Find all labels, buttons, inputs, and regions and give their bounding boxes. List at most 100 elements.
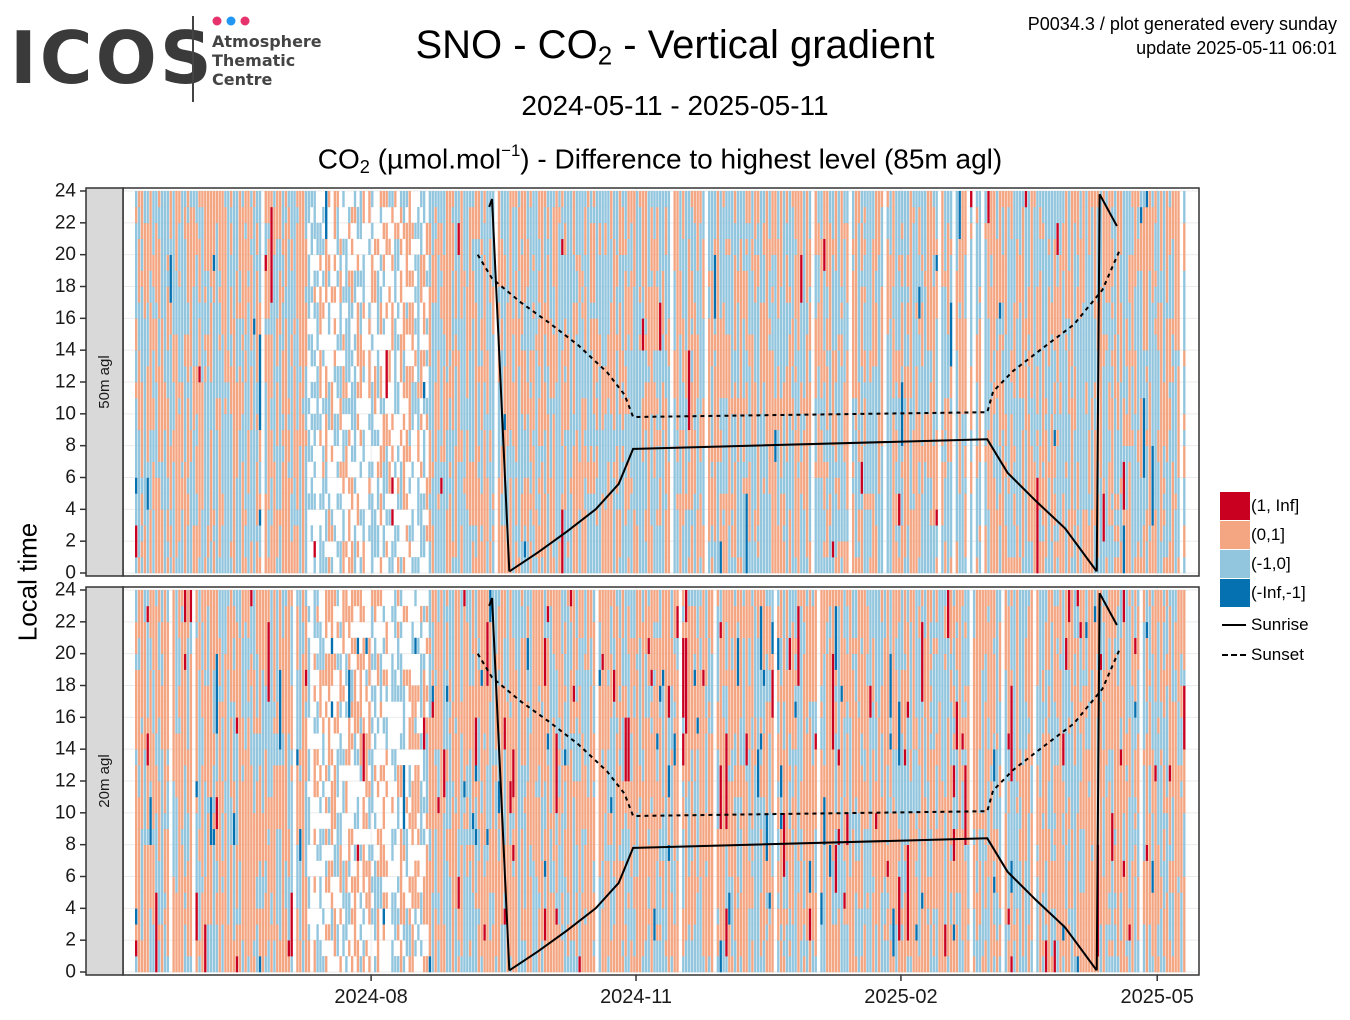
heatmap-cell xyxy=(780,222,783,240)
heatmap-cell xyxy=(230,366,233,383)
heatmap-cell xyxy=(448,254,452,271)
heatmap-cell xyxy=(541,302,544,319)
heatmap-cell xyxy=(457,445,460,462)
heatmap-cell xyxy=(209,461,213,478)
heatmap-cell xyxy=(782,493,786,510)
heatmap-cell xyxy=(255,206,259,224)
heatmap-cell xyxy=(661,477,665,494)
heatmap-cell xyxy=(500,509,504,526)
heatmap-cell xyxy=(708,445,711,462)
heatmap-cell xyxy=(584,477,587,494)
heatmap-cell xyxy=(483,557,486,574)
heatmap-cell xyxy=(195,302,198,319)
heatmap-cell xyxy=(230,382,233,399)
heatmap-cell xyxy=(777,270,780,287)
heatmap-cell xyxy=(572,413,576,431)
heatmap-cell xyxy=(460,541,463,558)
heatmap-cell xyxy=(532,477,535,494)
heatmap-cell xyxy=(140,541,144,558)
heatmap-cell xyxy=(466,429,469,446)
heatmap-cell xyxy=(146,366,149,383)
heatmap-cell xyxy=(659,222,662,240)
heatmap-cell xyxy=(765,302,768,319)
heatmap-cell xyxy=(186,270,190,287)
heatmap-cell xyxy=(417,206,420,224)
heatmap-cell xyxy=(172,270,175,287)
heatmap-cell xyxy=(137,222,141,240)
heatmap-cell xyxy=(604,445,607,462)
heatmap-cell xyxy=(218,206,221,224)
heatmap-cell xyxy=(748,382,751,399)
heatmap-cell xyxy=(535,254,538,271)
heatmap-cell xyxy=(572,238,576,255)
heatmap-cell xyxy=(235,270,239,287)
heatmap-cell xyxy=(402,350,406,367)
heatmap-cell xyxy=(788,318,791,335)
heatmap-cell xyxy=(247,461,250,478)
heatmap-cell xyxy=(250,254,253,271)
heatmap-cell xyxy=(209,334,213,351)
heatmap-cell xyxy=(310,222,314,240)
heatmap-cell xyxy=(281,477,285,494)
heatmap-cell xyxy=(183,238,187,255)
heatmap-cell xyxy=(417,445,420,462)
heatmap-cell xyxy=(250,238,253,255)
heatmap-cell xyxy=(448,525,452,542)
heatmap-cell xyxy=(391,413,394,431)
heatmap-cell xyxy=(146,350,149,367)
heatmap-cell xyxy=(572,286,576,303)
heatmap-cell xyxy=(667,222,671,240)
heatmap-cell xyxy=(785,525,789,542)
heatmap-cell xyxy=(587,254,590,271)
heatmap-cell xyxy=(371,541,374,558)
heatmap-cell xyxy=(601,557,604,574)
heatmap-cell xyxy=(408,270,411,287)
heatmap-cell xyxy=(244,429,247,446)
heatmap-cell xyxy=(664,334,668,351)
heatmap-cell xyxy=(414,222,417,240)
heatmap-cell xyxy=(693,477,696,494)
heatmap-cell xyxy=(633,525,636,542)
heatmap-cell xyxy=(302,525,305,542)
heatmap-cell xyxy=(466,477,469,494)
heatmap-cell xyxy=(604,382,607,399)
heatmap-cell xyxy=(296,254,299,271)
heatmap-cell xyxy=(230,222,233,240)
heatmap-cell xyxy=(183,557,187,574)
heatmap-cell xyxy=(745,541,748,558)
heatmap-cell xyxy=(290,557,293,574)
heatmap-cell xyxy=(471,302,475,319)
heatmap-cell xyxy=(529,493,532,510)
heatmap-cell xyxy=(218,366,221,383)
heatmap-cell xyxy=(238,238,242,255)
heatmap-cell xyxy=(768,206,771,224)
heatmap-cell xyxy=(319,493,322,510)
heatmap-cell xyxy=(270,557,273,574)
heatmap-cell xyxy=(673,334,676,351)
heatmap-cell xyxy=(710,254,714,271)
heatmap-cell xyxy=(532,270,535,287)
heatmap-cell xyxy=(728,222,731,240)
heatmap-cell xyxy=(598,477,601,494)
heatmap-cell xyxy=(241,413,244,431)
heatmap-cell xyxy=(353,286,357,303)
heatmap-cell xyxy=(181,270,184,287)
heatmap-cell xyxy=(454,350,457,367)
heatmap-cell xyxy=(230,445,233,462)
heatmap-cell xyxy=(523,318,527,335)
heatmap-cell xyxy=(687,445,691,462)
heatmap-cell xyxy=(517,366,521,383)
heatmap-cell xyxy=(543,461,547,478)
heatmap-cell xyxy=(258,382,262,399)
heatmap-cell xyxy=(555,509,558,526)
heatmap-cell xyxy=(638,445,642,462)
heatmap-cell xyxy=(486,445,489,462)
heatmap-cell xyxy=(713,222,717,240)
heatmap-cell xyxy=(388,429,391,446)
heatmap-cell xyxy=(754,366,757,383)
heatmap-cell xyxy=(463,334,466,351)
heatmap-cell xyxy=(310,238,314,255)
heatmap-cell xyxy=(376,382,380,399)
heatmap-cell xyxy=(330,382,334,399)
heatmap-cell xyxy=(791,509,794,526)
